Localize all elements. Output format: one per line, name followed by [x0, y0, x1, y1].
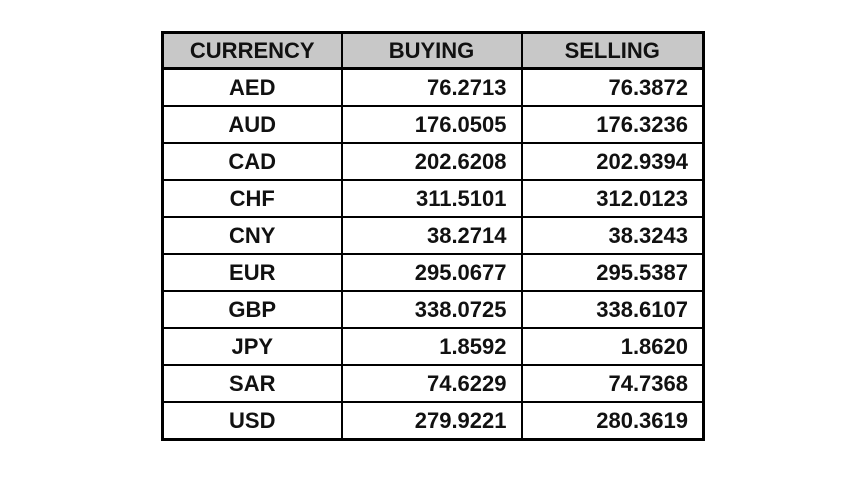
- table-row: AUD 176.0505 176.3236: [161, 105, 705, 144]
- header-selling: SELLING: [520, 31, 705, 70]
- buying-rate: 202.6208: [340, 142, 523, 181]
- currency-code: CNY: [161, 216, 343, 255]
- table-row: SAR 74.6229 74.7368: [161, 364, 705, 403]
- currency-code: AED: [161, 67, 343, 107]
- buying-rate: 311.5101: [340, 179, 523, 218]
- buying-rate: 176.0505: [340, 105, 523, 144]
- selling-rate: 295.5387: [520, 253, 705, 292]
- selling-rate: 176.3236: [520, 105, 705, 144]
- table-row: CNY 38.2714 38.3243: [161, 216, 705, 255]
- buying-rate: 74.6229: [340, 364, 523, 403]
- table-row: EUR 295.0677 295.5387: [161, 253, 705, 292]
- selling-rate: 76.3872: [520, 67, 705, 107]
- buying-rate: 338.0725: [340, 290, 523, 329]
- exchange-rate-table: CURRENCY BUYING SELLING AED 76.2713 76.3…: [161, 31, 705, 441]
- currency-code: CHF: [161, 179, 343, 218]
- selling-rate: 1.8620: [520, 327, 705, 366]
- table-row: JPY 1.8592 1.8620: [161, 327, 705, 366]
- selling-rate: 312.0123: [520, 179, 705, 218]
- currency-code: JPY: [161, 327, 343, 366]
- currency-code: USD: [161, 401, 343, 441]
- header-currency: CURRENCY: [161, 31, 343, 70]
- selling-rate: 38.3243: [520, 216, 705, 255]
- table-body: AED 76.2713 76.3872 AUD 176.0505 176.323…: [161, 67, 705, 441]
- table-row: GBP 338.0725 338.6107: [161, 290, 705, 329]
- currency-code: AUD: [161, 105, 343, 144]
- table-row: CAD 202.6208 202.9394: [161, 142, 705, 181]
- currency-code: GBP: [161, 290, 343, 329]
- header-buying: BUYING: [340, 31, 523, 70]
- selling-rate: 74.7368: [520, 364, 705, 403]
- buying-rate: 76.2713: [340, 67, 523, 107]
- currency-code: EUR: [161, 253, 343, 292]
- table-row: AED 76.2713 76.3872: [161, 67, 705, 107]
- buying-rate: 38.2714: [340, 216, 523, 255]
- selling-rate: 202.9394: [520, 142, 705, 181]
- selling-rate: 280.3619: [520, 401, 705, 441]
- selling-rate: 338.6107: [520, 290, 705, 329]
- table-header: CURRENCY BUYING SELLING: [161, 31, 705, 70]
- currency-code: SAR: [161, 364, 343, 403]
- buying-rate: 279.9221: [340, 401, 523, 441]
- table-row: USD 279.9221 280.3619: [161, 401, 705, 441]
- header-row: CURRENCY BUYING SELLING: [161, 31, 705, 70]
- table-row: CHF 311.5101 312.0123: [161, 179, 705, 218]
- currency-code: CAD: [161, 142, 343, 181]
- buying-rate: 295.0677: [340, 253, 523, 292]
- buying-rate: 1.8592: [340, 327, 523, 366]
